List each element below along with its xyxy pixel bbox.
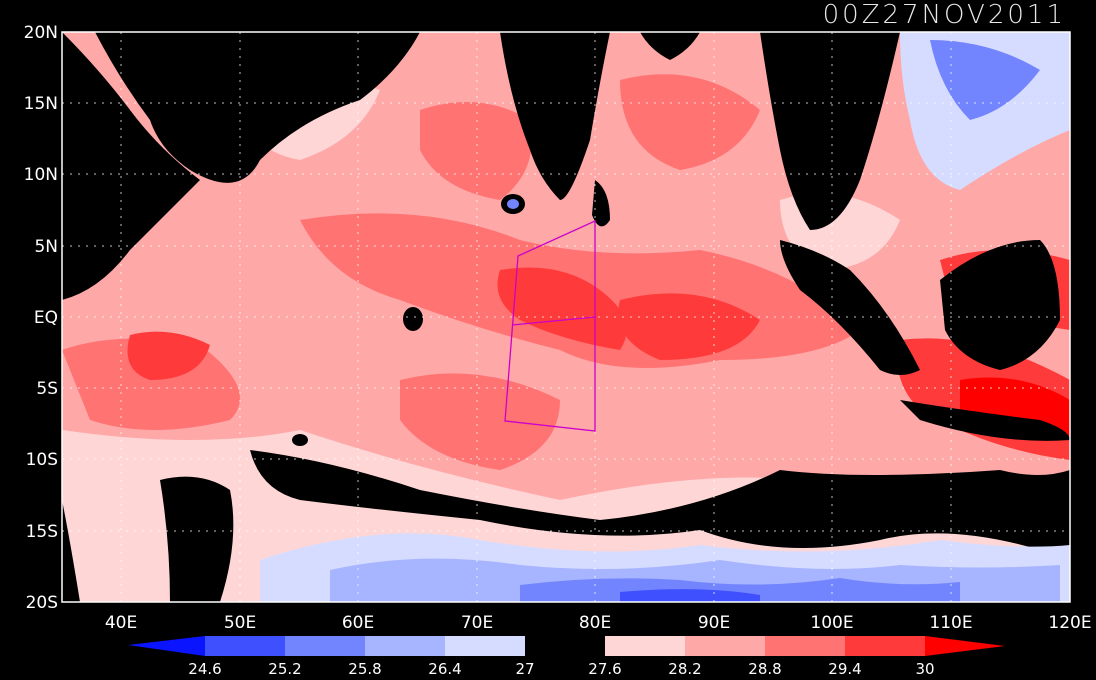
analysis-box [504, 219, 596, 432]
lon-labels: 40E 50E 60E 70E 80E 90E 100E 110E 120E [105, 613, 1092, 633]
colorbar-swatch [365, 636, 445, 656]
lon-label: 60E [342, 613, 374, 633]
colorbar-label: 30 [915, 660, 934, 678]
lon-label: 100E [810, 613, 853, 633]
lon-label: 110E [929, 613, 972, 633]
grid-lines [62, 32, 1070, 602]
colorbar-label: 25.2 [268, 660, 301, 678]
colorbar-label: 28.8 [748, 660, 781, 678]
lon-label: 40E [105, 613, 137, 633]
lon-label: 70E [461, 613, 493, 633]
lon-label: 90E [698, 613, 730, 633]
lat-labels: 20N 15N 10N 5N EQ 5S 10S 15S 20S [24, 23, 58, 613]
colorbar-swatch [845, 636, 925, 656]
lat-label: 15S [26, 522, 58, 542]
lat-label: 15N [24, 94, 58, 114]
colorbar-label: 27 [515, 660, 534, 678]
lon-label: 120E [1048, 613, 1091, 633]
colorbar-label: 28.2 [668, 660, 701, 678]
colorbar-label: 24.6 [188, 660, 221, 678]
map-frame [61, 31, 1071, 603]
colorbar-swatch [445, 636, 525, 656]
colorbar-swatch [205, 636, 285, 656]
colorbar-swatch [605, 636, 685, 656]
lat-label: 20S [26, 593, 58, 613]
lat-label: 10N [24, 165, 58, 185]
lat-label: 5S [36, 379, 58, 399]
colorbar-swatch [285, 636, 365, 656]
colorbar-swatch [525, 636, 605, 656]
colorbar: 24.6 25.2 25.8 26.4 27 27.6 28.2 28.8 29… [128, 636, 1005, 678]
lat-label: EQ [34, 308, 58, 328]
colorbar-swatch [685, 636, 765, 656]
map-timestamp: 00Z27NOV2011 [822, 0, 1066, 30]
lat-label: 5N [34, 237, 58, 257]
colorbar-label: 26.4 [428, 660, 461, 678]
lon-label: 80E [579, 613, 611, 633]
lat-label: 10S [26, 450, 58, 470]
colorbar-label: 25.8 [348, 660, 381, 678]
lat-label: 20N [24, 23, 58, 43]
lon-label: 50E [224, 613, 256, 633]
colorbar-swatch [925, 636, 1005, 656]
colorbar-swatch [128, 636, 205, 656]
colorbar-label: 29.4 [828, 660, 861, 678]
colorbar-label: 27.6 [588, 660, 621, 678]
colorbar-swatch [765, 636, 845, 656]
